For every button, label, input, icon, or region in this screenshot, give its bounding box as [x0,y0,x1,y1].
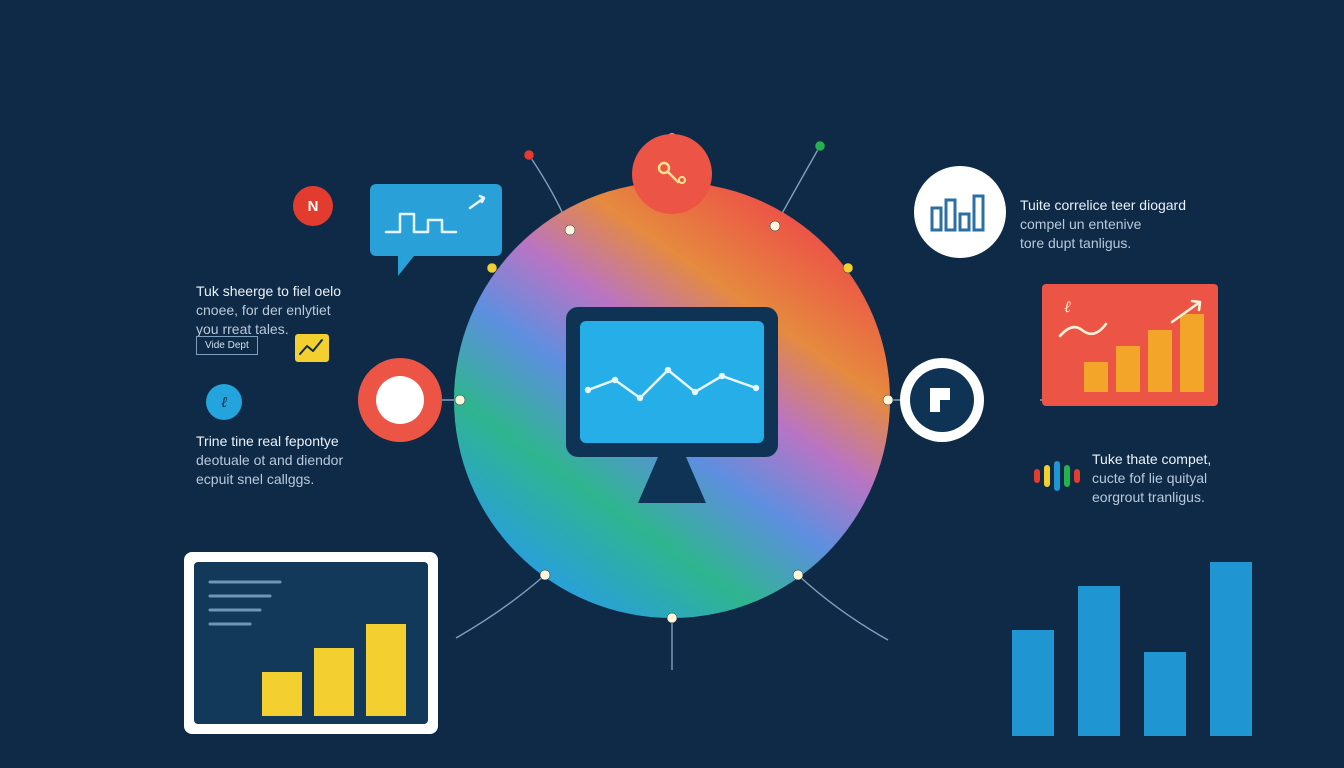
equalizer-icon [1034,469,1040,483]
caption-top-right: Tuite correlice teer diogard compel un e… [1020,196,1186,253]
infographic-canvas: { "layout": { "width": 1344, "height": 7… [0,0,1344,768]
equalizer-icon [1044,465,1050,487]
view-button[interactable]: Vide Dept [196,336,258,355]
caption-left-upper: Tuk sheerge to fiel oelo cnoee, for der … [196,282,341,339]
bottom-bar [1210,562,1252,736]
bottom-bar [1012,630,1054,736]
bottom-bar [1144,652,1186,736]
background: Nℓ ℓ [0,0,1344,768]
caption-right-lower: Tuke thate compet, cucte fof lie quityal… [1092,450,1211,507]
node-bars-icon [914,166,1006,258]
equalizer-icon [1054,461,1060,491]
caption-left-lower: Trine tine real fepontye deotuale ot and… [196,432,343,489]
bottom-bar [1078,586,1120,736]
node-top-trend-icon [632,134,712,214]
svg-text:ℓ: ℓ [1064,299,1071,316]
equalizer-icon [1074,469,1080,483]
equalizer-icon [1064,465,1070,487]
svg-text:ℓ: ℓ [221,395,227,411]
svg-text:N: N [308,198,319,215]
